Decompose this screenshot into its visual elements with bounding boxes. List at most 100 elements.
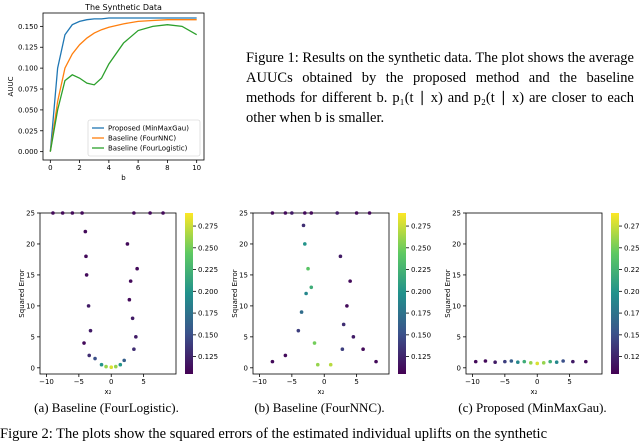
point bbox=[341, 322, 346, 327]
point bbox=[84, 273, 89, 277]
point bbox=[303, 242, 307, 246]
colorbar-tick-label: 0.175 bbox=[411, 310, 431, 318]
chart-title: The Synthetic Data bbox=[84, 3, 162, 12]
subcaption: (c) Proposed (MinMaxGau). bbox=[458, 400, 607, 415]
colorbar-tick-label: 0.150 bbox=[624, 331, 640, 339]
y-tick-label: 20 bbox=[452, 240, 461, 248]
point bbox=[509, 359, 514, 363]
point bbox=[86, 304, 91, 308]
point bbox=[345, 304, 349, 308]
y-tick-label: 5 bbox=[31, 333, 35, 341]
y-tick-label: 10 bbox=[26, 302, 35, 310]
colorbar-tick-label: 0.125 bbox=[411, 353, 431, 361]
legend-label: Proposed (MinMaxGau) bbox=[108, 125, 189, 133]
y-tick-label: 25 bbox=[452, 210, 461, 218]
point bbox=[70, 211, 75, 215]
colorbar-tick-label: 0.125 bbox=[624, 353, 640, 361]
point bbox=[528, 361, 533, 365]
point bbox=[554, 360, 559, 365]
point bbox=[128, 279, 133, 283]
point bbox=[535, 361, 540, 366]
point bbox=[87, 353, 92, 358]
point bbox=[113, 364, 118, 369]
colorbar bbox=[398, 213, 406, 374]
point bbox=[335, 211, 339, 215]
point bbox=[161, 211, 165, 215]
point bbox=[104, 364, 108, 369]
point bbox=[361, 347, 365, 352]
y-tick-label: 0.075 bbox=[18, 86, 38, 94]
y-tick-label: 0 bbox=[457, 364, 461, 372]
point bbox=[148, 211, 152, 215]
x-tick-label: −10 bbox=[465, 378, 480, 386]
point bbox=[296, 328, 301, 333]
subcaption: (a) Baseline (FourLogistic). bbox=[34, 400, 179, 415]
y-tick-label: 0 bbox=[31, 364, 35, 372]
colorbar-tick-label: 0.275 bbox=[624, 223, 640, 231]
y-tick-label: 25 bbox=[239, 210, 248, 218]
point bbox=[88, 328, 93, 333]
point bbox=[122, 358, 126, 363]
y-tick-label: 20 bbox=[239, 240, 248, 248]
x-tick-label: 5 bbox=[354, 378, 358, 386]
colorbar-tick-label: 0.275 bbox=[198, 223, 218, 231]
point bbox=[306, 266, 310, 271]
point bbox=[473, 359, 478, 364]
point bbox=[301, 223, 306, 228]
plot-frame bbox=[42, 12, 205, 161]
point bbox=[561, 359, 565, 363]
point bbox=[309, 211, 314, 215]
plot-frame bbox=[252, 212, 390, 375]
x-tick-label: 0 bbox=[109, 378, 113, 386]
point bbox=[303, 211, 307, 215]
point bbox=[132, 211, 136, 215]
point bbox=[548, 359, 552, 364]
point bbox=[367, 211, 372, 215]
x-axis-label: x₂ bbox=[105, 388, 112, 396]
y-axis-label: Squared Error bbox=[18, 269, 26, 317]
points bbox=[270, 211, 378, 367]
colorbar-tick-label: 0.225 bbox=[198, 266, 218, 274]
point bbox=[290, 211, 294, 215]
colorbar-tick-label: 0.250 bbox=[624, 244, 640, 252]
x-tick-label: 10 bbox=[192, 164, 201, 172]
x-axis-label: x₂ bbox=[531, 388, 538, 396]
y-tick-label: 0.000 bbox=[18, 148, 38, 156]
x-tick-label: −5 bbox=[74, 378, 84, 386]
figure-1-caption: Figure 1: Results on the synthetic data.… bbox=[246, 50, 634, 126]
point bbox=[374, 359, 378, 364]
point bbox=[338, 254, 343, 259]
point bbox=[315, 362, 320, 367]
y-tick-label: 0.025 bbox=[18, 127, 38, 135]
y-tick-label: 5 bbox=[244, 333, 248, 341]
point bbox=[99, 362, 104, 367]
x-axis-label: x₂ bbox=[318, 388, 325, 396]
colorbar-tick-label: 0.200 bbox=[624, 288, 640, 296]
point bbox=[516, 360, 520, 365]
x-axis-label: b bbox=[121, 174, 126, 182]
x-tick-label: −5 bbox=[287, 378, 297, 386]
colorbar-tick-label: 0.200 bbox=[198, 288, 218, 296]
point bbox=[134, 335, 138, 339]
y-tick-label: 25 bbox=[26, 210, 35, 218]
point bbox=[340, 347, 345, 352]
x-tick-label: 0 bbox=[322, 378, 326, 386]
point bbox=[270, 211, 275, 215]
point bbox=[132, 347, 136, 352]
point bbox=[328, 362, 333, 367]
colorbar-tick-label: 0.150 bbox=[411, 331, 431, 339]
y-axis-label: Squared Error bbox=[444, 269, 452, 317]
plot-frame bbox=[39, 212, 177, 375]
y-tick-label: 0.150 bbox=[18, 23, 38, 31]
line-series bbox=[49, 17, 197, 152]
y-tick-label: 0.050 bbox=[18, 106, 38, 114]
points bbox=[473, 359, 588, 366]
colorbar-tick-label: 0.150 bbox=[198, 331, 218, 339]
colorbar-tick-label: 0.175 bbox=[198, 310, 218, 318]
point bbox=[351, 335, 356, 339]
point bbox=[299, 310, 304, 314]
legend-box bbox=[87, 119, 201, 157]
point bbox=[125, 242, 130, 246]
x-tick-label: −5 bbox=[500, 378, 510, 386]
